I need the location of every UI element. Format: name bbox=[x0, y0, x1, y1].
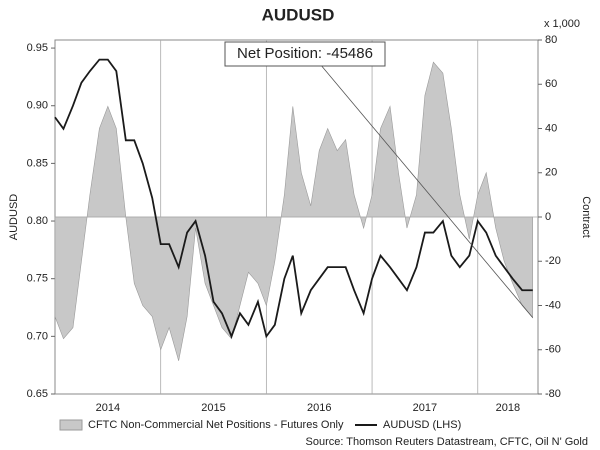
x-tick-label: 2018 bbox=[496, 402, 520, 414]
legend-label: CFTC Non-Commercial Net Positions - Futu… bbox=[88, 419, 344, 431]
x-tick-label: 2014 bbox=[96, 402, 120, 414]
y2-tick-label: -80 bbox=[545, 388, 561, 400]
y2-axis-label: Contract bbox=[580, 196, 592, 238]
y-tick-label: 0.80 bbox=[27, 215, 48, 227]
y-tick-label: 0.90 bbox=[27, 100, 48, 112]
y-tick-label: 0.95 bbox=[27, 42, 48, 54]
chart-title: AUDUSD bbox=[262, 5, 335, 24]
y2-unit: x 1,000 bbox=[544, 18, 580, 30]
y-axis-label: AUDUSD bbox=[8, 194, 20, 241]
x-tick-label: 2017 bbox=[413, 402, 437, 414]
source: Source: Thomson Reuters Datastream, CFTC… bbox=[306, 436, 589, 448]
y2-tick-label: -60 bbox=[545, 344, 561, 356]
y2-tick-label: 20 bbox=[545, 167, 557, 179]
x-tick-label: 2015 bbox=[201, 402, 225, 414]
y-tick-label: 0.85 bbox=[27, 157, 48, 169]
legend-label: AUDUSD (LHS) bbox=[383, 419, 461, 431]
y-tick-label: 0.75 bbox=[27, 273, 48, 285]
annotation-pointer bbox=[319, 63, 534, 318]
y-tick-label: 0.65 bbox=[27, 388, 48, 400]
audusd-line bbox=[54, 58, 533, 339]
annotation: Net Position: -45486 bbox=[237, 45, 373, 62]
y2-tick-label: 80 bbox=[545, 34, 557, 46]
y2-tick-label: -20 bbox=[545, 255, 561, 267]
y-tick-label: 0.70 bbox=[27, 330, 48, 342]
y2-tick-label: -40 bbox=[545, 299, 561, 311]
y2-tick-label: 40 bbox=[545, 122, 557, 134]
annotation-box bbox=[224, 41, 386, 67]
legend-swatch bbox=[59, 419, 83, 431]
x-tick-label: 2016 bbox=[307, 402, 331, 414]
y2-tick-label: 0 bbox=[545, 211, 551, 223]
y2-tick-label: 60 bbox=[545, 78, 557, 90]
